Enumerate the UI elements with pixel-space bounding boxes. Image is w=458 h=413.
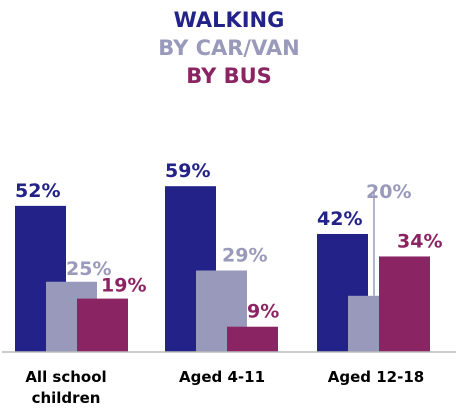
category-label-1: Aged 4-11 [179,368,265,386]
value-label-car-van-1: 29% [222,245,267,267]
value-label-bus-0: 19% [101,275,146,297]
value-label-walking-2: 42% [317,208,362,230]
category-label-2: Aged 12-18 [328,368,424,386]
value-label-bus-2: 34% [397,230,442,252]
category-label-0: All school children [25,368,106,407]
value-label-walking-1: 59% [165,160,210,182]
legend-by-bus: BY BUS [186,64,272,88]
value-label-walking-0: 52% [15,180,60,202]
category-label-line: All school [25,368,106,386]
bar-bus-0 [77,298,128,352]
value-label-bus-1: 9% [247,301,279,323]
category-label-line: Aged 12-18 [328,368,424,386]
value-label-car-van-2: 20% [366,181,411,203]
category-label-line: Aged 4-11 [179,368,265,386]
bar-bus-2 [379,256,430,352]
value-label-car-van-0: 25% [66,258,111,280]
category-label-line: children [32,389,101,407]
bar-bus-1 [227,326,278,352]
legend-walking: WALKING [173,8,285,32]
legend-by-car-van: BY CAR/VAN [158,36,300,60]
